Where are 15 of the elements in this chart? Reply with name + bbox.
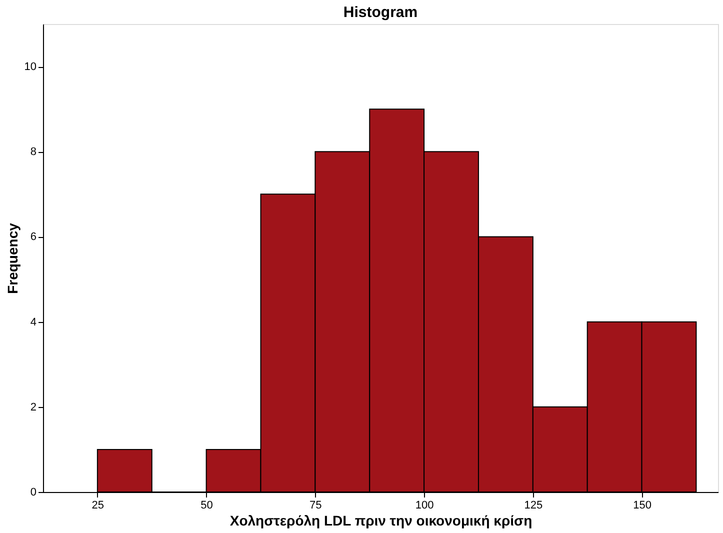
x-axis-title: Χοληστερόλη LDL πριν την οικονομική κρίση bbox=[230, 512, 532, 528]
y-axis-title: Frequency bbox=[4, 222, 20, 294]
x-tick-label: 75 bbox=[310, 500, 322, 512]
x-tick-label: 125 bbox=[524, 500, 543, 512]
y-tick-label: 10 bbox=[24, 61, 36, 74]
y-tick-label: 4 bbox=[30, 316, 36, 328]
chart-title: Histogram bbox=[343, 4, 418, 21]
y-tick-label: 8 bbox=[30, 146, 36, 158]
x-tick-label: 50 bbox=[200, 500, 213, 512]
y-tick-label: 2 bbox=[30, 401, 36, 414]
y-tick-label: 6 bbox=[30, 231, 36, 244]
x-tick-label: 25 bbox=[92, 500, 104, 512]
x-tick-label: 150 bbox=[633, 500, 652, 512]
y-tick-label: 0 bbox=[30, 486, 36, 498]
x-tick-label: 100 bbox=[415, 500, 434, 512]
